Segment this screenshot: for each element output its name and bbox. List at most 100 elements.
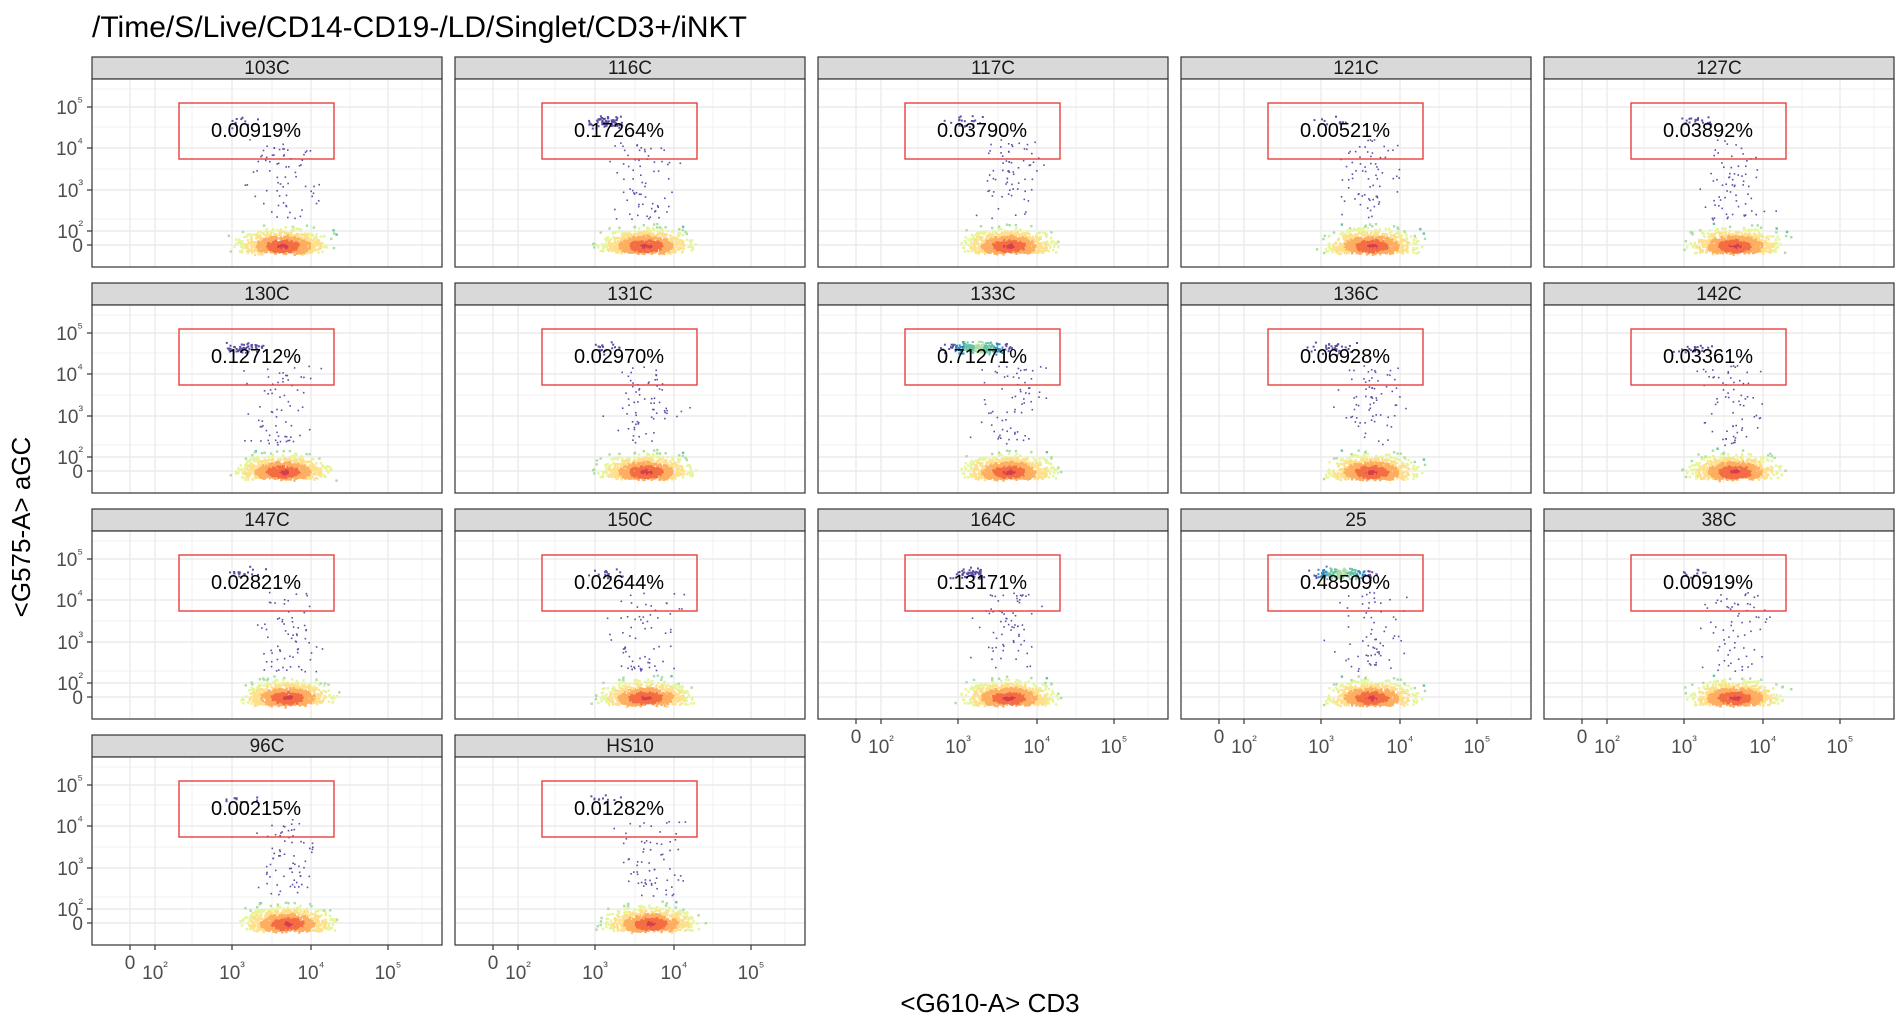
x-axis: 0 10² 10³ 10⁴ 10⁵	[1214, 719, 1491, 758]
y-tick-label: 10⁴	[56, 587, 83, 612]
x-tick-label: 10³	[582, 959, 608, 984]
gate-percentage: 0.00521%	[1300, 120, 1390, 142]
x-axis-label: <G610-A> CD3	[900, 988, 1079, 1018]
chart-title: /Time/S/Live/CD14-CD19-/LD/Singlet/CD3+/…	[92, 11, 747, 44]
facet-panel-131c: 131C 0.02970%	[455, 283, 805, 493]
gate-percentage: 0.48509%	[1300, 572, 1390, 594]
facet-label: 142C	[1696, 284, 1741, 305]
facet-label: 25	[1345, 510, 1366, 531]
x-tick-label: 0	[1214, 727, 1225, 748]
x-tick-label: 10²	[1231, 733, 1257, 758]
x-tick-label: 10⁵	[1827, 733, 1854, 758]
facet-panel-117c: 117C 0.03790%	[818, 57, 1168, 267]
facet-panel-25: 25 0.48509% 0 10² 10³ 10⁴ 10⁵	[1181, 509, 1531, 758]
facet-panel-133c: 133C 0.71271%	[818, 283, 1168, 493]
x-axis: 0 10² 10³ 10⁴ 10⁵	[851, 719, 1128, 758]
facet-label: 117C	[971, 58, 1015, 79]
y-tick-label: 10³	[57, 177, 83, 202]
x-tick-label: 10⁴	[1023, 733, 1050, 758]
gate-percentage: 0.71271%	[937, 346, 1027, 368]
facet-label: 127C	[1696, 58, 1741, 79]
y-tick-label: 10³	[57, 855, 83, 880]
facet-panel-164c: 164C 0.13171% 0 10² 10³ 10⁴ 10⁵	[818, 509, 1168, 758]
gate-percentage: 0.12712%	[211, 346, 301, 368]
y-tick-label: 10⁵	[56, 772, 83, 797]
x-tick-label: 10²	[868, 733, 894, 758]
x-tick-label: 10²	[1594, 733, 1620, 758]
y-tick-label: 10⁵	[56, 94, 83, 119]
facet-panel-116c: 116C 0.17264%	[455, 57, 805, 267]
facet-label: 103C	[244, 58, 289, 79]
x-tick-label: 10⁵	[375, 959, 402, 984]
facet-panel-150c: 150C 0.02644%	[455, 509, 805, 719]
facet-panel-121c: 121C 0.00521%	[1181, 57, 1531, 267]
facet-panel-127c: 127C 0.03892%	[1544, 57, 1894, 267]
x-tick-label: 10⁴	[1749, 733, 1776, 758]
facet-label: 130C	[244, 284, 289, 305]
x-tick-label: 0	[1577, 727, 1588, 748]
x-axis: 0 10² 10³ 10⁴ 10⁵	[125, 945, 402, 984]
facet-label: 136C	[1333, 284, 1378, 305]
facet-panel-136c: 136C 0.06928%	[1181, 283, 1531, 493]
y-axis-label: <G575-A> aGC	[6, 437, 36, 618]
y-tick-label: 10³	[57, 629, 83, 654]
y-tick-label: 10⁴	[56, 361, 83, 386]
facet-panel-38c: 38C 0.00919% 0 10² 10³ 10⁴ 10⁵	[1544, 509, 1894, 758]
x-tick-label: 10⁴	[660, 959, 687, 984]
gate-percentage: 0.02644%	[574, 572, 664, 594]
x-tick-label: 10²	[142, 959, 168, 984]
facet-panel-hs10: HS10 0.01282% 0 10² 10³ 10⁴ 10⁵	[455, 735, 805, 984]
x-axis: 0 10² 10³ 10⁴ 10⁵	[488, 945, 765, 984]
facet-label: 131C	[607, 284, 652, 305]
x-tick-label: 10³	[1308, 733, 1334, 758]
facet-label: 116C	[608, 58, 652, 79]
facet-label: 164C	[970, 510, 1015, 531]
x-tick-label: 10³	[1671, 733, 1697, 758]
x-tick-label: 0	[125, 953, 136, 974]
gate-percentage: 0.06928%	[1300, 346, 1390, 368]
facet-label: 38C	[1702, 510, 1737, 531]
panels-layer: 103C0.00919%010²10³10⁴10⁵116C0.17264%117…	[56, 57, 1894, 984]
y-tick-label: 10⁴	[56, 135, 83, 160]
gate-percentage: 0.00919%	[211, 120, 301, 142]
x-tick-label: 10⁴	[1386, 733, 1413, 758]
x-tick-label: 10³	[219, 959, 245, 984]
facet-label: 150C	[607, 510, 652, 531]
x-tick-label: 10⁵	[738, 959, 765, 984]
facet-label: 121C	[1333, 58, 1378, 79]
gate-percentage: 0.03892%	[1663, 120, 1753, 142]
y-tick-label: 10³	[57, 403, 83, 428]
x-tick-label: 10⁵	[1464, 733, 1491, 758]
gate-percentage: 0.17264%	[574, 120, 664, 142]
x-tick-label: 0	[488, 953, 499, 974]
gate-percentage: 0.01282%	[574, 798, 664, 820]
gate-percentage: 0.02970%	[574, 346, 664, 368]
x-tick-label: 10⁴	[297, 959, 324, 984]
x-tick-label: 10⁵	[1101, 733, 1128, 758]
gate-percentage: 0.00919%	[1663, 572, 1753, 594]
facet-label: HS10	[606, 736, 654, 757]
gate-percentage: 0.00215%	[211, 798, 301, 820]
gate-percentage: 0.03790%	[937, 120, 1027, 142]
facet-label: 133C	[970, 284, 1015, 305]
gate-percentage: 0.13171%	[937, 572, 1027, 594]
x-tick-label: 10²	[505, 959, 531, 984]
x-axis: 0 10² 10³ 10⁴ 10⁵	[1577, 719, 1854, 758]
facet-label: 147C	[244, 510, 289, 531]
gate-percentage: 0.02821%	[211, 572, 301, 594]
x-tick-label: 10³	[945, 733, 971, 758]
x-tick-label: 0	[851, 727, 862, 748]
facet-label: 96C	[250, 736, 285, 757]
y-tick-label: 10⁵	[56, 320, 83, 345]
